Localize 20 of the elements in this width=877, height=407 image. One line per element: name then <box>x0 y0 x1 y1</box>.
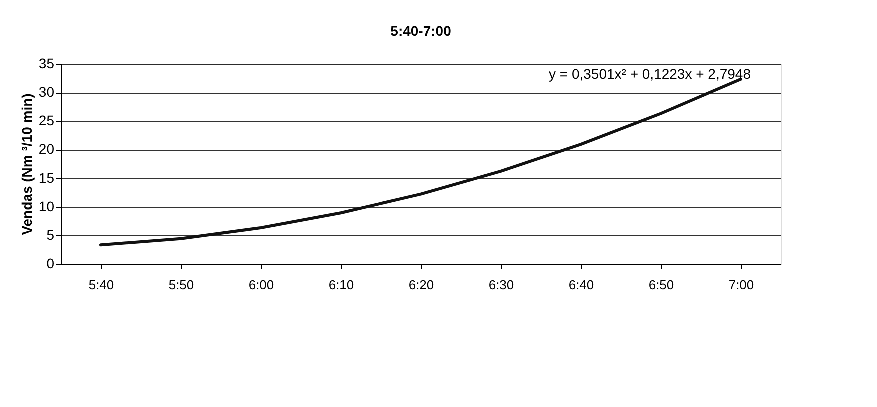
y-tick-label: 25 <box>38 112 55 129</box>
x-tick-label: 6:20 <box>408 278 434 292</box>
y-axis-title: Vendas (Nm ³/10 min) <box>18 94 35 236</box>
y-tick-label: 10 <box>38 198 55 214</box>
x-tick-label: 6:10 <box>328 278 354 292</box>
x-tick-label: 6:30 <box>488 278 514 292</box>
x-tick-label: 5:40 <box>88 278 114 292</box>
y-tick-label: 5 <box>46 226 55 243</box>
x-tick-label: 6:50 <box>648 278 674 292</box>
x-tick-label: 6:40 <box>568 278 594 292</box>
x-tick-label: 7:00 <box>728 278 754 292</box>
y-tick-label: 0 <box>46 256 55 272</box>
x-tick-label: 5:50 <box>168 278 194 292</box>
annotation: y = 0,3501x² + 0,1223x + 2,7948 <box>549 66 752 82</box>
y-tick-label: 35 <box>38 56 55 72</box>
y-tick-label: 30 <box>38 84 55 100</box>
chart-title: 5:40-7:00 <box>390 23 452 39</box>
x-tick-label: 6:00 <box>248 278 274 292</box>
y-tick-label: 15 <box>38 170 55 186</box>
y-tick-label: 20 <box>38 141 55 158</box>
